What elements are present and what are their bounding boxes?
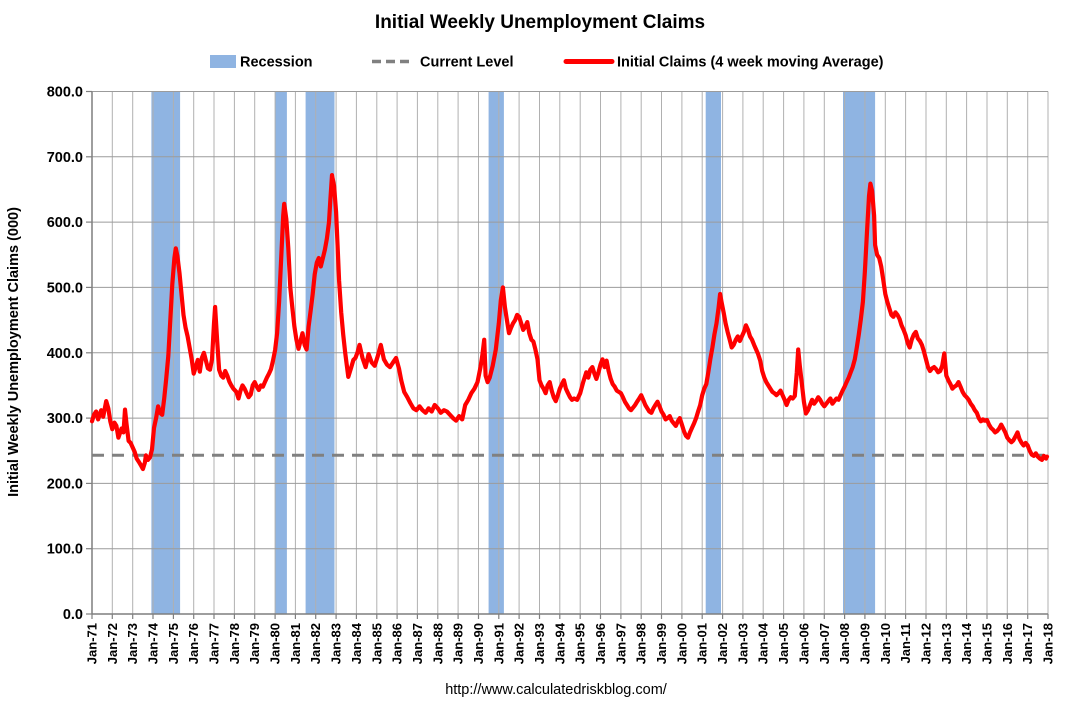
x-tick-label: Jan-93 bbox=[532, 623, 547, 664]
recession-swatch bbox=[210, 55, 236, 68]
y-tick-label: 600.0 bbox=[47, 215, 83, 231]
x-tick-label: Jan-16 bbox=[1000, 623, 1015, 664]
y-tick-label: 200.0 bbox=[47, 476, 83, 492]
x-tick-label: Jan-02 bbox=[715, 623, 730, 664]
x-tick-label: Jan-90 bbox=[471, 623, 486, 664]
x-tick-label: Jan-85 bbox=[369, 623, 384, 664]
x-tick-label: Jan-83 bbox=[329, 623, 344, 664]
y-tick-label: 500.0 bbox=[47, 280, 83, 296]
axes-layer bbox=[86, 90, 1049, 619]
x-tick-label: Jan-78 bbox=[227, 623, 242, 664]
x-tick-label: Jan-71 bbox=[85, 623, 100, 664]
x-tick-label: Jan-00 bbox=[674, 623, 689, 664]
x-tick-label: Jan-04 bbox=[756, 622, 771, 664]
y-tick-label: 0.0 bbox=[63, 607, 83, 623]
x-tick-label: Jan-77 bbox=[207, 623, 222, 664]
x-tick-label: Jan-17 bbox=[1020, 623, 1035, 664]
x-tick-label: Jan-73 bbox=[125, 623, 140, 664]
x-tick-label: Jan-99 bbox=[654, 623, 669, 664]
x-tick-label: Jan-96 bbox=[593, 623, 608, 664]
x-tick-label: Jan-82 bbox=[308, 623, 323, 664]
x-tick-label: Jan-79 bbox=[247, 623, 262, 664]
x-tick-label: Jan-15 bbox=[980, 623, 995, 664]
x-tick-label: Jan-74 bbox=[146, 622, 161, 664]
legend-recession-label: Recession bbox=[240, 55, 313, 71]
y-tick-label: 800.0 bbox=[47, 85, 83, 101]
x-tick-label: Jan-98 bbox=[634, 623, 649, 664]
y-tick-label: 700.0 bbox=[47, 150, 83, 166]
x-tick-label: Jan-13 bbox=[939, 623, 954, 664]
x-tick-label: Jan-86 bbox=[390, 623, 405, 664]
x-tick-label: Jan-14 bbox=[959, 622, 974, 664]
x-tick-label: Jan-88 bbox=[430, 623, 445, 664]
initial-claims-line bbox=[89, 173, 1050, 472]
x-tick-label: Jan-84 bbox=[349, 622, 364, 664]
x-tick-label: Jan-92 bbox=[512, 623, 527, 664]
legend-initial-claims-label: Initial Claims (4 week moving Average) bbox=[617, 55, 884, 71]
x-tick-label: Jan-08 bbox=[837, 623, 852, 664]
x-tick-label: Jan-07 bbox=[817, 623, 832, 664]
x-tick-label: Jan-03 bbox=[735, 623, 750, 664]
legend-current-level-label: Current Level bbox=[420, 55, 513, 71]
x-tick-label: Jan-80 bbox=[268, 623, 283, 664]
legend: Recession Current Level Initial Claims (… bbox=[210, 55, 884, 71]
y-tick-label: 100.0 bbox=[47, 542, 83, 558]
x-tick-label: Jan-76 bbox=[186, 623, 201, 664]
x-tick-label: Jan-91 bbox=[491, 623, 506, 664]
x-tick-label: Jan-12 bbox=[919, 623, 934, 664]
chart-title: Initial Weekly Unemployment Claims bbox=[375, 12, 705, 33]
x-tick-label: Jan-09 bbox=[857, 623, 872, 664]
footer-url: http://www.calculatedriskblog.com/ bbox=[445, 682, 668, 698]
x-tick-label: Jan-11 bbox=[898, 623, 913, 663]
x-tick-label: Jan-97 bbox=[613, 623, 628, 664]
x-tick-label: Jan-06 bbox=[796, 623, 811, 664]
x-tick-label: Jan-81 bbox=[288, 623, 303, 664]
gridlines-layer bbox=[91, 91, 1049, 615]
x-tick-label: Jan-05 bbox=[776, 623, 791, 664]
x-tick-label: Jan-95 bbox=[573, 623, 588, 664]
tick-labels-layer: 0.0 100.0 200.0 300.0 400.0 500.0 600.0 700.0 80… bbox=[47, 85, 1056, 665]
x-tick-label: Jan-10 bbox=[878, 623, 893, 664]
x-tick-label: Jan-75 bbox=[166, 623, 181, 664]
x-tick-label: Jan-94 bbox=[552, 622, 567, 664]
y-axis-title: Initial Weekly Unemployment Claims (000) bbox=[6, 207, 22, 497]
y-tick-label: 400.0 bbox=[47, 346, 83, 362]
x-tick-label: Jan-72 bbox=[105, 623, 120, 664]
x-tick-label: Jan-89 bbox=[451, 623, 466, 664]
x-tick-label: Jan-87 bbox=[410, 623, 425, 664]
x-tick-label: Jan-01 bbox=[695, 623, 710, 664]
y-tick-label: 300.0 bbox=[47, 411, 83, 427]
x-tick-label: Jan-18 bbox=[1041, 623, 1056, 664]
